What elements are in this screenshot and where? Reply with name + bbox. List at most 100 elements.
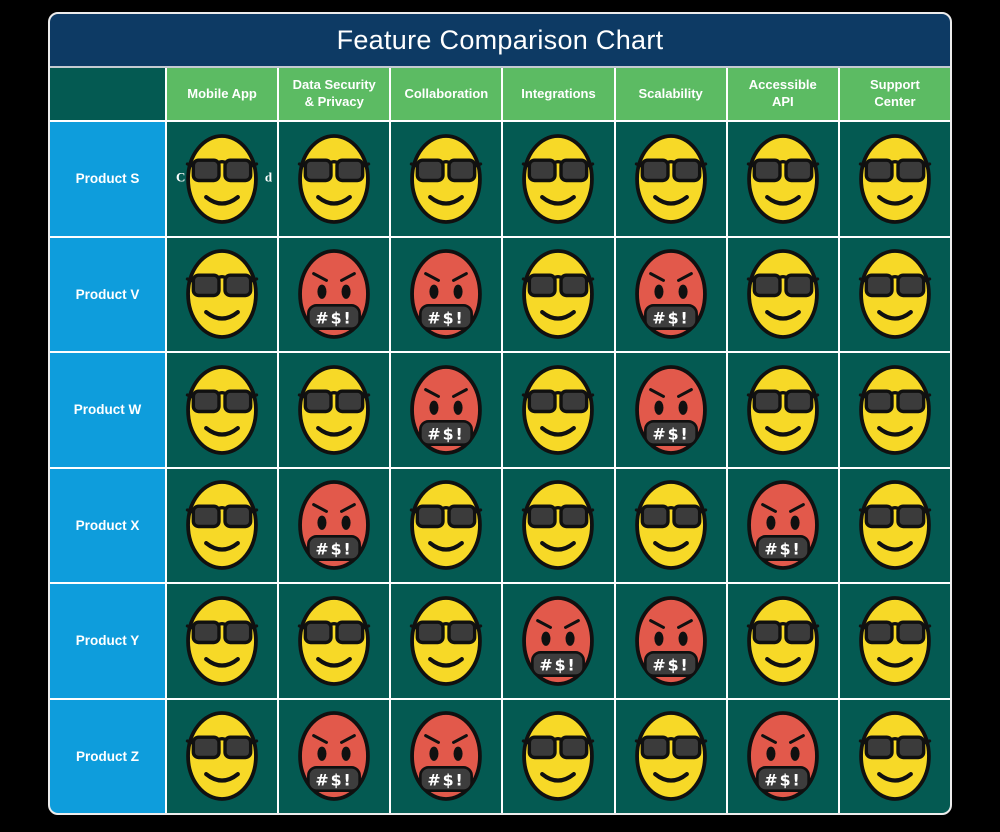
cell-product-s-collaboration (391, 122, 502, 236)
cell-product-s-accessible-api (727, 122, 838, 236)
cell-product-w-integrations (503, 353, 614, 467)
angry-swearing-emoji: #$! (298, 480, 371, 571)
feature-comparison-chart: Feature Comparison Chart Mobile App Data … (48, 12, 952, 815)
row-label-product-y: Product Y (50, 584, 165, 698)
row-label-product-w: Product W (50, 353, 165, 467)
row-label-product-s: Product S (50, 122, 165, 236)
cool-sunglasses-emoji (185, 133, 259, 224)
svg-text:#$!: #$! (652, 655, 689, 674)
svg-text:#$!: #$! (316, 309, 353, 328)
angry-swearing-emoji: #$! (410, 364, 483, 455)
cool-sunglasses-emoji (746, 133, 819, 224)
cool-sunglasses-emoji (858, 133, 932, 224)
row-label-product-x: Product X (50, 468, 165, 582)
cool-sunglasses-emoji (185, 595, 259, 686)
cool-sunglasses-emoji (298, 364, 371, 455)
cool-sunglasses-emoji (410, 595, 483, 686)
cool-sunglasses-emoji (522, 480, 595, 571)
cool-sunglasses-emoji (185, 364, 259, 455)
cool-sunglasses-emoji (522, 249, 595, 340)
cool-sunglasses-emoji (298, 133, 371, 224)
cell-product-z-support-center (839, 699, 950, 813)
svg-text:#$!: #$! (428, 771, 465, 790)
cell-product-v-collaboration: #$! (391, 237, 502, 351)
cell-product-z-collaboration: #$! (391, 699, 502, 813)
row-label-product-v: Product V (50, 237, 165, 351)
cell-product-v-scalability: #$! (615, 237, 726, 351)
svg-text:#$!: #$! (316, 771, 353, 790)
cell-product-x-accessible-api: #$! (727, 468, 838, 582)
chart-title-bar: Feature Comparison Chart (50, 14, 950, 68)
cell-product-y-mobile-app (167, 584, 278, 698)
cell-product-z-accessible-api: #$! (727, 699, 838, 813)
cell-product-y-scalability: #$! (615, 584, 726, 698)
cell-product-s-integrations (503, 122, 614, 236)
column-header-data-security-privacy: Data Security & Privacy (279, 68, 390, 120)
cell-product-s-support-center (839, 122, 950, 236)
angry-swearing-emoji: #$! (410, 711, 483, 802)
angry-swearing-emoji: #$! (522, 595, 595, 686)
cool-sunglasses-emoji (185, 480, 259, 571)
angry-swearing-emoji: #$! (634, 595, 707, 686)
column-header-accessible-api: Accessible API (727, 68, 838, 120)
cell-product-w-scalability: #$! (615, 353, 726, 467)
cell-product-v-mobile-app (167, 237, 278, 351)
cell-product-v-data-security-privacy: #$! (279, 237, 390, 351)
cool-sunglasses-emoji (522, 133, 595, 224)
angry-swearing-emoji: #$! (410, 249, 483, 340)
cool-sunglasses-emoji (858, 249, 932, 340)
angry-swearing-emoji: #$! (634, 249, 707, 340)
cool-sunglasses-emoji (634, 480, 707, 571)
cool-sunglasses-emoji (746, 595, 819, 686)
cool-sunglasses-emoji (410, 480, 483, 571)
cell-product-z-scalability (615, 699, 726, 813)
cool-sunglasses-emoji (634, 711, 707, 802)
cell-product-y-accessible-api (727, 584, 838, 698)
angry-swearing-emoji: #$! (746, 711, 819, 802)
table-corner-cell (50, 68, 165, 120)
cool-sunglasses-emoji (410, 133, 483, 224)
cell-product-z-mobile-app (167, 699, 278, 813)
cool-sunglasses-emoji (746, 249, 819, 340)
cell-product-x-integrations (503, 468, 614, 582)
cool-sunglasses-emoji (858, 711, 932, 802)
cool-sunglasses-emoji (634, 133, 707, 224)
column-header-collaboration: Collaboration (391, 68, 502, 120)
cell-product-x-scalability (615, 468, 726, 582)
cell-product-v-integrations (503, 237, 614, 351)
comparison-table: Mobile App Data Security & Privacy Collabo… (50, 68, 950, 813)
cool-sunglasses-emoji (858, 480, 932, 571)
cell-product-v-accessible-api (727, 237, 838, 351)
cell-product-w-support-center (839, 353, 950, 467)
column-header-support-center: Support Center (839, 68, 950, 120)
angry-swearing-emoji: #$! (298, 249, 371, 340)
angry-swearing-emoji: #$! (634, 364, 707, 455)
cool-sunglasses-emoji (298, 595, 371, 686)
cool-sunglasses-emoji (185, 711, 259, 802)
angry-swearing-emoji: #$! (298, 711, 371, 802)
svg-text:#$!: #$! (540, 655, 577, 674)
cell-product-w-accessible-api (727, 353, 838, 467)
cell-product-z-integrations (503, 699, 614, 813)
cool-sunglasses-emoji (858, 364, 932, 455)
cell-product-v-support-center (839, 237, 950, 351)
svg-text:#$!: #$! (764, 540, 801, 559)
cell-product-w-data-security-privacy (279, 353, 390, 467)
cell-product-s-data-security-privacy (279, 122, 390, 236)
column-header-mobile-app: Mobile App (167, 68, 278, 120)
cool-sunglasses-emoji (522, 711, 595, 802)
svg-text:#$!: #$! (428, 424, 465, 443)
svg-text:#$!: #$! (764, 771, 801, 790)
cell-product-x-mobile-app (167, 468, 278, 582)
cell-product-y-support-center (839, 584, 950, 698)
cool-sunglasses-emoji (746, 364, 819, 455)
cell-product-y-collaboration (391, 584, 502, 698)
column-header-scalability: Scalability (615, 68, 726, 120)
row-label-product-z: Product Z (50, 699, 165, 813)
cool-sunglasses-emoji (185, 249, 259, 340)
cell-product-s-scalability (615, 122, 726, 236)
cell-product-x-collaboration (391, 468, 502, 582)
cell-product-y-data-security-privacy (279, 584, 390, 698)
svg-text:#$!: #$! (428, 309, 465, 328)
